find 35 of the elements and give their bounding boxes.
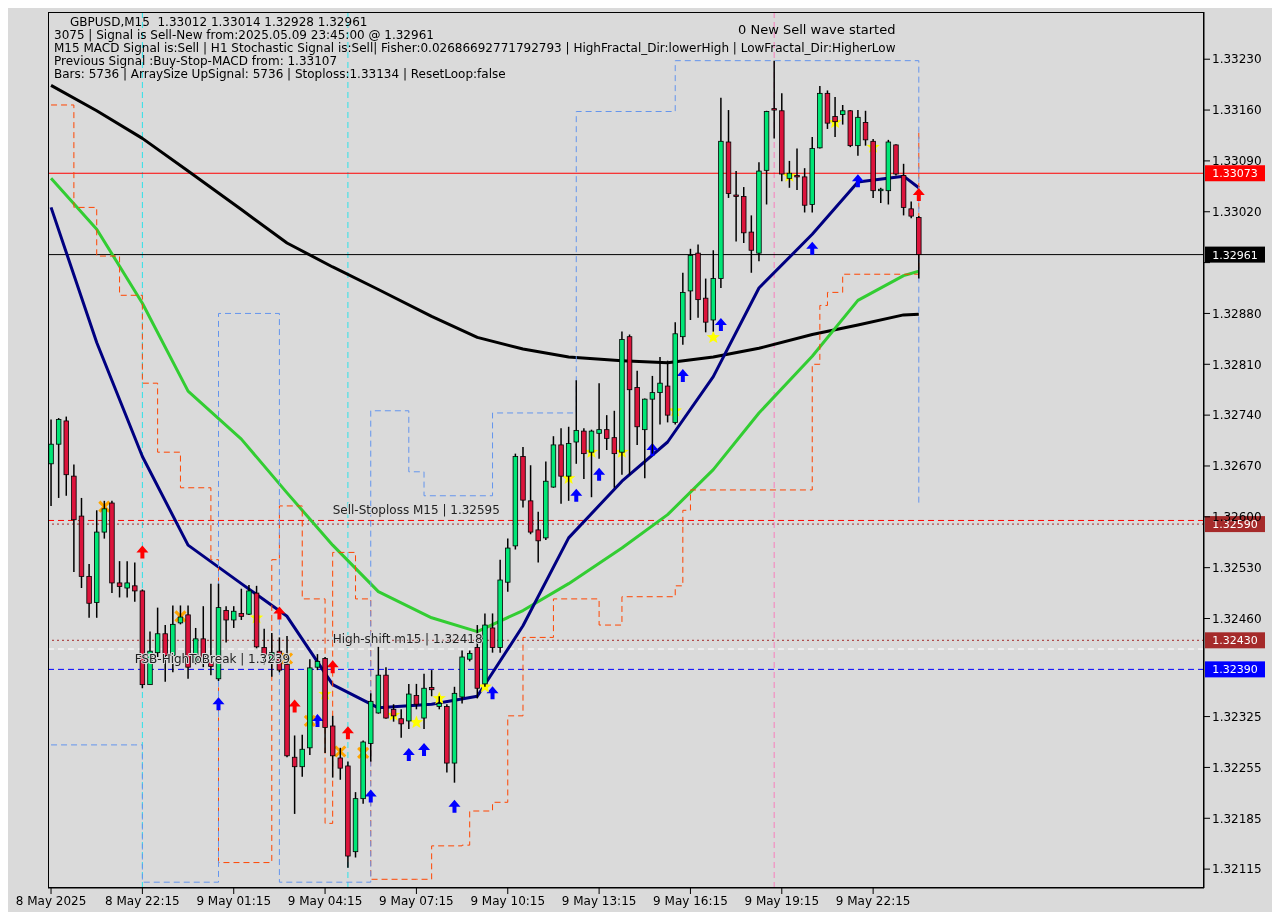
y-tick-label: 1.33090 — [1212, 154, 1262, 169]
x-tick-label: 9 May 19:15 — [744, 893, 820, 908]
y-tick-label: 1.32115 — [1212, 862, 1262, 877]
annotation: M15 MACD Signal is:Sell | H1 Stochastic Signal is:Sell| Fisher:0.02686692771792793 | HighFractal_Dir:lowerHigh | LowFractal_Dir:HigherLow — [54, 41, 896, 55]
y-tick-label: 1.33020 — [1212, 205, 1262, 220]
x-tick-label: 9 May 07:15 — [379, 893, 454, 908]
ref-line-label: 1.32961 — [1212, 248, 1258, 262]
y-tick-label: 1.32880 — [1212, 306, 1262, 321]
y-tick-label: 1.32670 — [1212, 459, 1262, 474]
y-tick-label: 1.32325 — [1212, 709, 1262, 724]
x-tick-label: 9 May 10:15 — [470, 893, 546, 908]
annotation: Previous Signal :Buy-Stop-MACD from: 1.33107 — [54, 54, 338, 68]
y-tick-label: 1.32810 — [1212, 357, 1262, 372]
annotation: 0 New Sell wave started — [738, 22, 896, 37]
ref-line-label: 1.32430 — [1212, 634, 1258, 648]
x-tick-label: 8 May 2025 — [15, 893, 87, 908]
annotation: Sell-Stoploss M15 | 1.32595 — [332, 503, 500, 518]
chart-title: GBPUSD,M15 1.33012 1.33014 1.32928 1.32961 — [70, 15, 368, 29]
ref-line-label: 1.32390 — [1212, 663, 1258, 677]
y-tick-label: 1.32255 — [1212, 760, 1262, 775]
x-tick-label: 9 May 16:15 — [653, 893, 728, 908]
y-tick-label: 1.32530 — [1212, 560, 1262, 575]
ref-line-label: 1.33073 — [1212, 167, 1258, 181]
annotation: Bars: 5736 | ArraySize UpSignal: 5736 | Stoploss:1.33134 | ResetLoop:false — [54, 67, 507, 81]
x-tick-label: 9 May 01:15 — [196, 893, 272, 908]
x-tick-label: 8 May 22:15 — [105, 893, 180, 908]
y-tick-label: 1.32740 — [1212, 408, 1262, 423]
y-tick-label: 1.32185 — [1212, 811, 1262, 826]
x-tick-label: 9 May 04:15 — [287, 893, 363, 908]
x-tick-label: 9 May 13:15 — [561, 893, 637, 908]
x-tick-label: 9 May 22:15 — [835, 893, 911, 908]
y-tick-label: 1.33160 — [1212, 103, 1262, 118]
text: 3075 | Signal is Sell-New from:2025.05.09 23:45:00 @ 1.32961 — [54, 28, 434, 42]
y-tick-label: 1.33230 — [1212, 52, 1262, 67]
y-tick-label: 1.32460 — [1212, 611, 1262, 626]
